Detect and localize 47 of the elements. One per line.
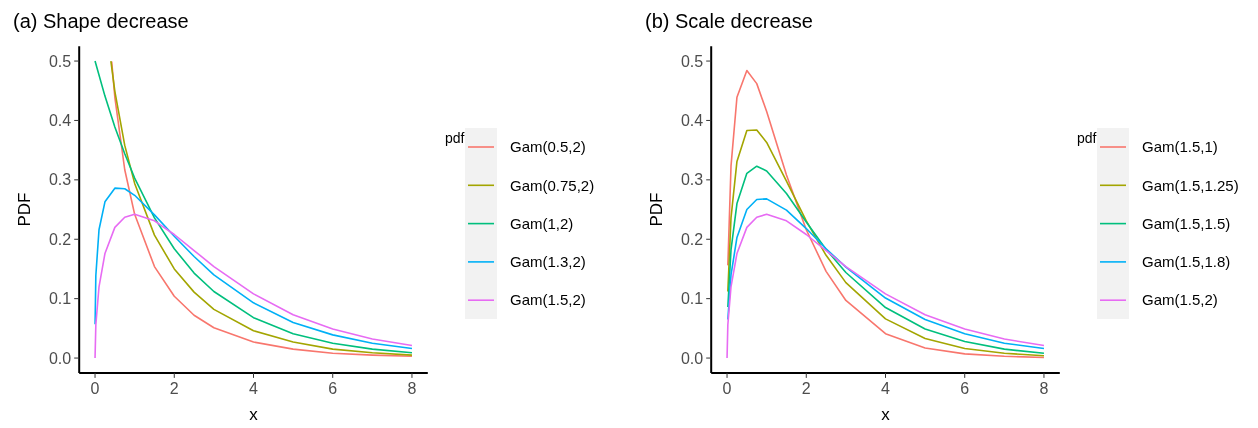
x-tick-label: 8 [407,379,417,397]
legend-label: Gam(1.5,1.8) [1142,253,1231,271]
chart-title: (b) Scale decrease [645,10,813,32]
x-tick-label: 0 [722,379,732,397]
y-tick-label: 0.5 [680,52,704,70]
x-tick-label: 6 [960,379,970,397]
legend-title: pdf [1077,130,1097,146]
y-tick-label: 0.0 [680,349,704,367]
legend-title: pdf [445,130,465,146]
x-tick-label: 8 [1039,379,1049,397]
legend-label: Gam(1.5,1) [1142,138,1218,156]
x-tick-label: 0 [90,379,100,397]
y-tick-label: 0.1 [680,290,704,308]
line-series [94,187,413,350]
legend-label: Gam(1.5,1.5) [1142,214,1231,232]
line-series [727,129,1045,357]
y-tick-label: 0.2 [680,230,704,248]
legend-label: Gam(0.75,2) [510,176,595,194]
y-tick-label: 0.4 [680,112,704,130]
y-tick-label: 0.5 [48,52,72,70]
legend-label: Gam(0.5,2) [510,138,586,156]
x-tick-label: 2 [801,379,811,397]
legend-label: Gam(1.5,2) [510,291,586,309]
y-tick-label: 0.4 [48,112,72,130]
x-axis-title: x [249,405,259,424]
legend-label: Gam(1.3,2) [510,253,586,271]
y-tick-label: 0.3 [48,171,72,189]
line-series [727,165,1045,355]
y-axis-title: PDF [647,192,666,227]
y-tick-label: 0.0 [48,349,72,367]
y-tick-label: 0.3 [680,171,704,189]
y-tick-label: 0.1 [48,290,72,308]
line-series [727,198,1045,350]
x-tick-label: 2 [169,379,179,397]
x-axis-title: x [881,405,891,424]
line-series [726,213,1045,359]
legend-label: Gam(1.5,1.25) [1142,176,1239,194]
line-series [94,213,413,359]
line-series [727,69,1045,359]
y-axis-title: PDF [15,192,34,227]
legend-label: Gam(1,2) [510,214,574,232]
x-tick-label: 4 [881,379,891,397]
chart-title: (a) Shape decrease [13,10,189,32]
legend-label: Gam(1.5,2) [1142,291,1218,309]
y-tick-label: 0.2 [48,230,72,248]
x-tick-label: 6 [328,379,338,397]
x-tick-label: 4 [249,379,259,397]
